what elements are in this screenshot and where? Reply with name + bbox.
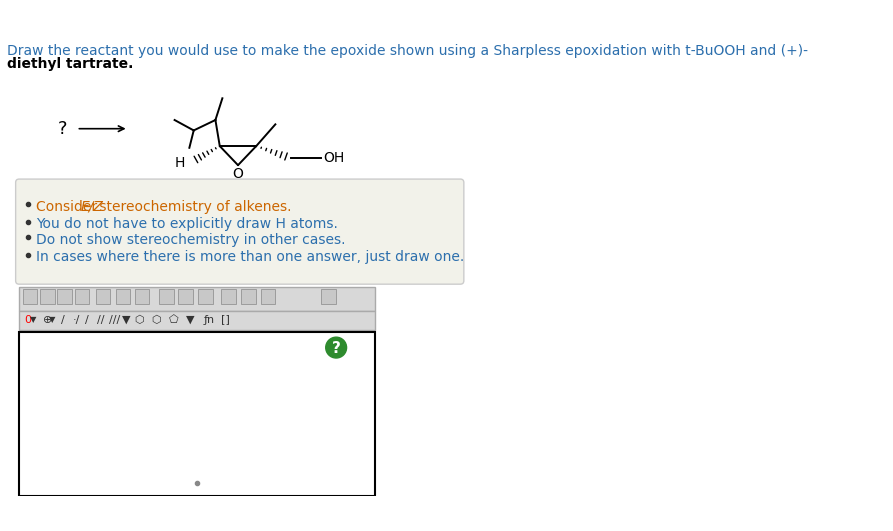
Bar: [198, 289, 213, 304]
Bar: [40, 289, 54, 304]
FancyBboxPatch shape: [16, 179, 463, 284]
Bar: [19, 332, 375, 496]
Bar: [115, 289, 130, 304]
Text: ƒn: ƒn: [204, 314, 214, 324]
Text: In cases where there is more than one answer, just draw one.: In cases where there is more than one an…: [37, 250, 464, 264]
Text: Consider: Consider: [37, 200, 102, 214]
Bar: [96, 289, 111, 304]
Text: ▼: ▼: [48, 314, 55, 323]
Text: E/Z: E/Z: [81, 200, 104, 214]
Text: H: H: [175, 157, 185, 170]
Text: ⬡: ⬡: [151, 314, 161, 324]
Text: 0: 0: [24, 314, 31, 324]
Text: ▼: ▼: [29, 314, 36, 323]
Text: /: /: [61, 314, 64, 324]
Bar: [75, 289, 89, 304]
Text: ///: ///: [110, 314, 121, 324]
Bar: [19, 311, 375, 330]
Text: ?: ?: [58, 119, 67, 138]
Bar: [19, 287, 375, 311]
Bar: [261, 289, 275, 304]
Text: OH: OH: [323, 151, 345, 165]
Bar: [22, 289, 38, 304]
Bar: [241, 289, 256, 304]
Text: diethyl tartrate.: diethyl tartrate.: [7, 57, 133, 72]
Text: ▼: ▼: [186, 314, 195, 324]
Text: ⬠: ⬠: [169, 314, 178, 324]
Text: O: O: [232, 167, 244, 181]
Bar: [57, 289, 72, 304]
Text: /: /: [85, 314, 89, 324]
Bar: [135, 289, 149, 304]
Text: ?: ?: [331, 341, 340, 356]
Text: ⊕: ⊕: [44, 314, 53, 324]
Bar: [221, 289, 237, 304]
Circle shape: [326, 337, 346, 358]
Text: ⬡: ⬡: [134, 314, 144, 324]
Text: []: []: [221, 314, 230, 324]
Text: stereochemistry of alkenes.: stereochemistry of alkenes.: [95, 200, 291, 214]
Bar: [178, 289, 193, 304]
Text: ·/: ·/: [73, 314, 80, 324]
Text: You do not have to explicitly draw H atoms.: You do not have to explicitly draw H ato…: [37, 217, 338, 232]
Text: //: //: [97, 314, 104, 324]
Bar: [321, 289, 336, 304]
Text: Draw the reactant you would use to make the epoxide shown using a Sharpless epox: Draw the reactant you would use to make …: [7, 44, 808, 57]
Bar: [159, 289, 174, 304]
Text: ▼: ▼: [121, 314, 130, 324]
Text: Do not show stereochemistry in other cases.: Do not show stereochemistry in other cas…: [37, 233, 346, 247]
